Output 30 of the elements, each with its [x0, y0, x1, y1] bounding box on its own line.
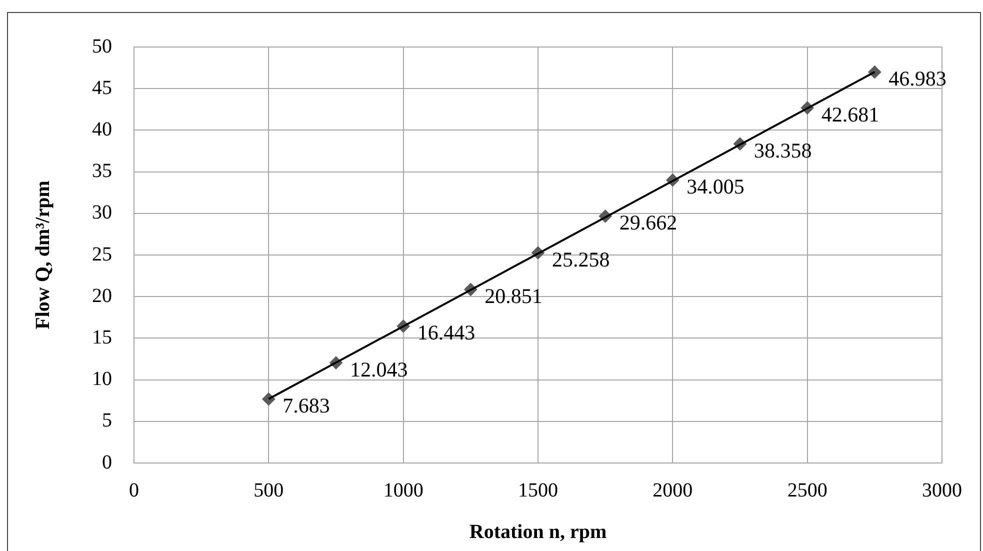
- y-tick-label: 45: [92, 76, 112, 99]
- x-tick-label: 500: [254, 479, 284, 502]
- data-label: 34.005: [686, 174, 744, 199]
- x-tick-label: 2500: [787, 479, 828, 502]
- y-tick-label: 20: [92, 284, 112, 307]
- x-tick-label: 3000: [922, 479, 962, 502]
- y-tick-label: 30: [92, 202, 112, 224]
- y-tick-label: 50: [92, 35, 112, 58]
- x-tick-label: 0: [129, 479, 139, 502]
- y-tick-label: 15: [92, 326, 112, 348]
- data-label: 7.683: [282, 394, 330, 418]
- y-axis-title: Flow Q, dm³/rpm: [32, 180, 54, 330]
- x-tick-label: 1500: [518, 479, 558, 502]
- x-tick-label: 1000: [383, 479, 424, 502]
- y-tick-label: 35: [92, 160, 112, 182]
- data-label: 20.851: [484, 284, 542, 308]
- y-tick-label: 5: [102, 410, 112, 432]
- y-tick-label: 0: [102, 451, 112, 474]
- y-tick-label: 40: [92, 118, 112, 140]
- data-label: 42.681: [821, 102, 880, 126]
- x-tick-label: 2000: [652, 479, 693, 502]
- data-label: 38.358: [754, 138, 812, 162]
- data-label: 29.662: [619, 210, 678, 235]
- x-axis-title: Rotation n, rpm: [469, 521, 607, 544]
- data-label: 25.258: [552, 247, 610, 272]
- data-label: 16.443: [417, 320, 476, 345]
- data-label: 12.043: [350, 357, 408, 382]
- y-tick-label: 10: [92, 368, 112, 390]
- data-label: 46.983: [888, 66, 946, 91]
- y-tick-label: 25: [92, 243, 112, 266]
